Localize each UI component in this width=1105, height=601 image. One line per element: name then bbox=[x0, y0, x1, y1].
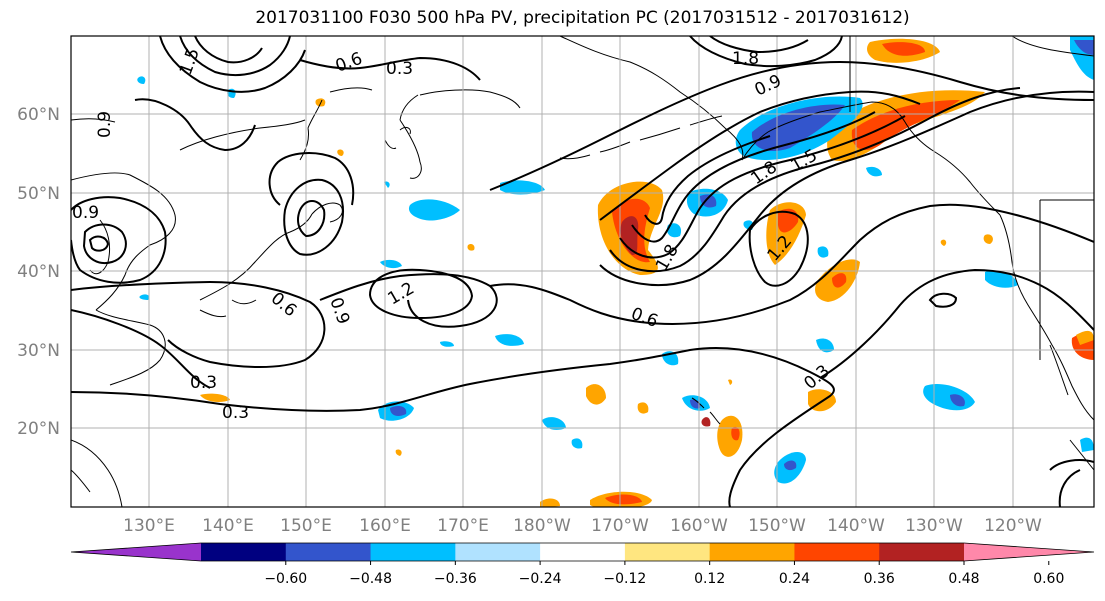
okhotsk-coast bbox=[179, 87, 373, 151]
colorbar-segment bbox=[794, 543, 880, 561]
colorbar-segment bbox=[201, 543, 287, 561]
contour-1.2 bbox=[82, 223, 127, 264]
kamchatka-coast bbox=[399, 94, 422, 179]
contour-0.3-mid bbox=[71, 268, 1094, 389]
map-title: 2017031100 F030 500 hPa PV, precipitatio… bbox=[255, 8, 910, 28]
contour-alaska-loop bbox=[689, 36, 843, 68]
colorbar-tick-label: 0.24 bbox=[779, 571, 810, 587]
lon-label: 160°W bbox=[670, 516, 728, 536]
contour-jet-2 bbox=[609, 87, 1021, 273]
contour-jet-5 bbox=[644, 135, 771, 225]
lon-label: 160°E bbox=[359, 516, 411, 536]
colorbar-tick-label: −0.60 bbox=[264, 571, 307, 587]
contour-jet-3 bbox=[619, 115, 906, 259]
asia-coast bbox=[71, 172, 176, 386]
pos-anomaly-south2 bbox=[586, 384, 606, 405]
colorbar-segment bbox=[709, 543, 795, 561]
colorbar-extend-max bbox=[964, 543, 1094, 561]
colorbar-tick-label: −0.36 bbox=[434, 571, 477, 587]
contour-0.6-north bbox=[299, 56, 481, 81]
colorbar-segment bbox=[879, 543, 965, 561]
hawaii bbox=[691, 397, 721, 425]
lon-label: 130°W bbox=[905, 516, 963, 536]
alaska-coast bbox=[741, 101, 1001, 216]
gridlines bbox=[71, 36, 1094, 507]
contour-arc-east bbox=[489, 60, 1094, 191]
colorbar-segment bbox=[285, 543, 372, 561]
lat-label: 20°N bbox=[17, 419, 60, 439]
colorbar-outline bbox=[70, 542, 1095, 562]
contour-0.9-upper bbox=[134, 98, 256, 152]
map-frame bbox=[70, 35, 1095, 508]
colorbar-tick-label: 0.36 bbox=[864, 571, 895, 587]
latitude-labels: 60°N 50°N 40°N 30°N 20°N bbox=[17, 105, 60, 439]
contour-0.3-south bbox=[71, 347, 835, 507]
neg-anomaly-gulf-core bbox=[751, 104, 845, 152]
lat-label: 50°N bbox=[17, 184, 60, 204]
lon-label: 170°W bbox=[591, 516, 649, 536]
china-coast bbox=[71, 118, 123, 507]
pos-anomaly-north-core bbox=[882, 42, 925, 56]
pos-anomaly-mid-core bbox=[778, 208, 799, 233]
pv-contours bbox=[71, 36, 1094, 507]
contour-jet-4 bbox=[631, 111, 876, 243]
negative-precip-areas bbox=[137, 36, 1094, 484]
lat-label: 30°N bbox=[17, 341, 60, 361]
lon-label: 180°W bbox=[513, 516, 571, 536]
contour-label: 1.8 bbox=[732, 49, 759, 69]
contour-crest bbox=[599, 90, 921, 221]
hokkaido-coast bbox=[311, 202, 343, 223]
siberia-coast bbox=[419, 36, 744, 161]
contour-0.6 bbox=[71, 203, 1094, 368]
colorbar-tick-label: −0.48 bbox=[349, 571, 392, 587]
contour-sw-loop bbox=[748, 210, 809, 287]
lon-label: 130°E bbox=[123, 516, 175, 536]
lon-label: 150°E bbox=[280, 516, 332, 536]
colorbar-segment bbox=[624, 543, 711, 561]
neg-anomaly-west bbox=[408, 199, 460, 221]
philippines bbox=[71, 469, 91, 493]
coastlines bbox=[71, 36, 1094, 507]
pos-anomaly-gulf-core bbox=[851, 100, 960, 150]
colorbar-tick-label: −0.24 bbox=[519, 571, 562, 587]
contour-north-trough bbox=[159, 36, 306, 93]
colorbar-tick-label: 0.60 bbox=[1033, 571, 1064, 587]
pos-anomaly-south1 bbox=[717, 415, 743, 457]
contour-label: 0.3 bbox=[222, 403, 249, 423]
colorbar-segment bbox=[540, 543, 626, 561]
contour-0.9-loop bbox=[368, 268, 474, 320]
longitude-labels: 130°E 140°E 150°E 160°E 170°E 180°W 170°… bbox=[123, 516, 1042, 536]
contour-label: 0.3 bbox=[386, 59, 413, 79]
lat-label: 40°N bbox=[17, 262, 60, 282]
lon-label: 140°E bbox=[202, 516, 254, 536]
lon-label: 140°W bbox=[827, 516, 885, 536]
baja-coast bbox=[1049, 344, 1069, 396]
contour-na bbox=[928, 292, 1094, 507]
lat-label: 60°N bbox=[17, 105, 60, 125]
contour-1.5-sapporo bbox=[268, 152, 355, 256]
lon-label: 170°E bbox=[437, 516, 489, 536]
japan-coast bbox=[199, 213, 313, 318]
colorbar-tick-label: 0.12 bbox=[694, 571, 725, 587]
contour-jet-1 bbox=[599, 90, 1094, 286]
lon-label: 150°W bbox=[748, 516, 806, 536]
colorbar-segment bbox=[455, 543, 541, 561]
colorbar: −0.60 −0.48 −0.36 −0.24 −0.12 0.12 0.24 0.36 0.4… bbox=[70, 542, 1095, 587]
colorbar-tick-label: 0.48 bbox=[948, 571, 979, 587]
contour-label: 0.9 bbox=[72, 203, 99, 223]
colorbar-tick-label: −0.12 bbox=[603, 571, 646, 587]
aleutians bbox=[559, 115, 723, 160]
lon-label: 120°W bbox=[984, 516, 1042, 536]
colorbar-extend-min bbox=[71, 543, 201, 561]
contour-label: 0.3 bbox=[190, 373, 217, 393]
borders bbox=[849, 36, 1094, 360]
colorbar-segment bbox=[370, 543, 456, 561]
contour-0.9-west bbox=[71, 196, 167, 284]
contour-label: 0.9 bbox=[95, 111, 115, 138]
positive-precip-areas bbox=[200, 38, 1094, 507]
mexico-coast bbox=[1069, 439, 1094, 471]
